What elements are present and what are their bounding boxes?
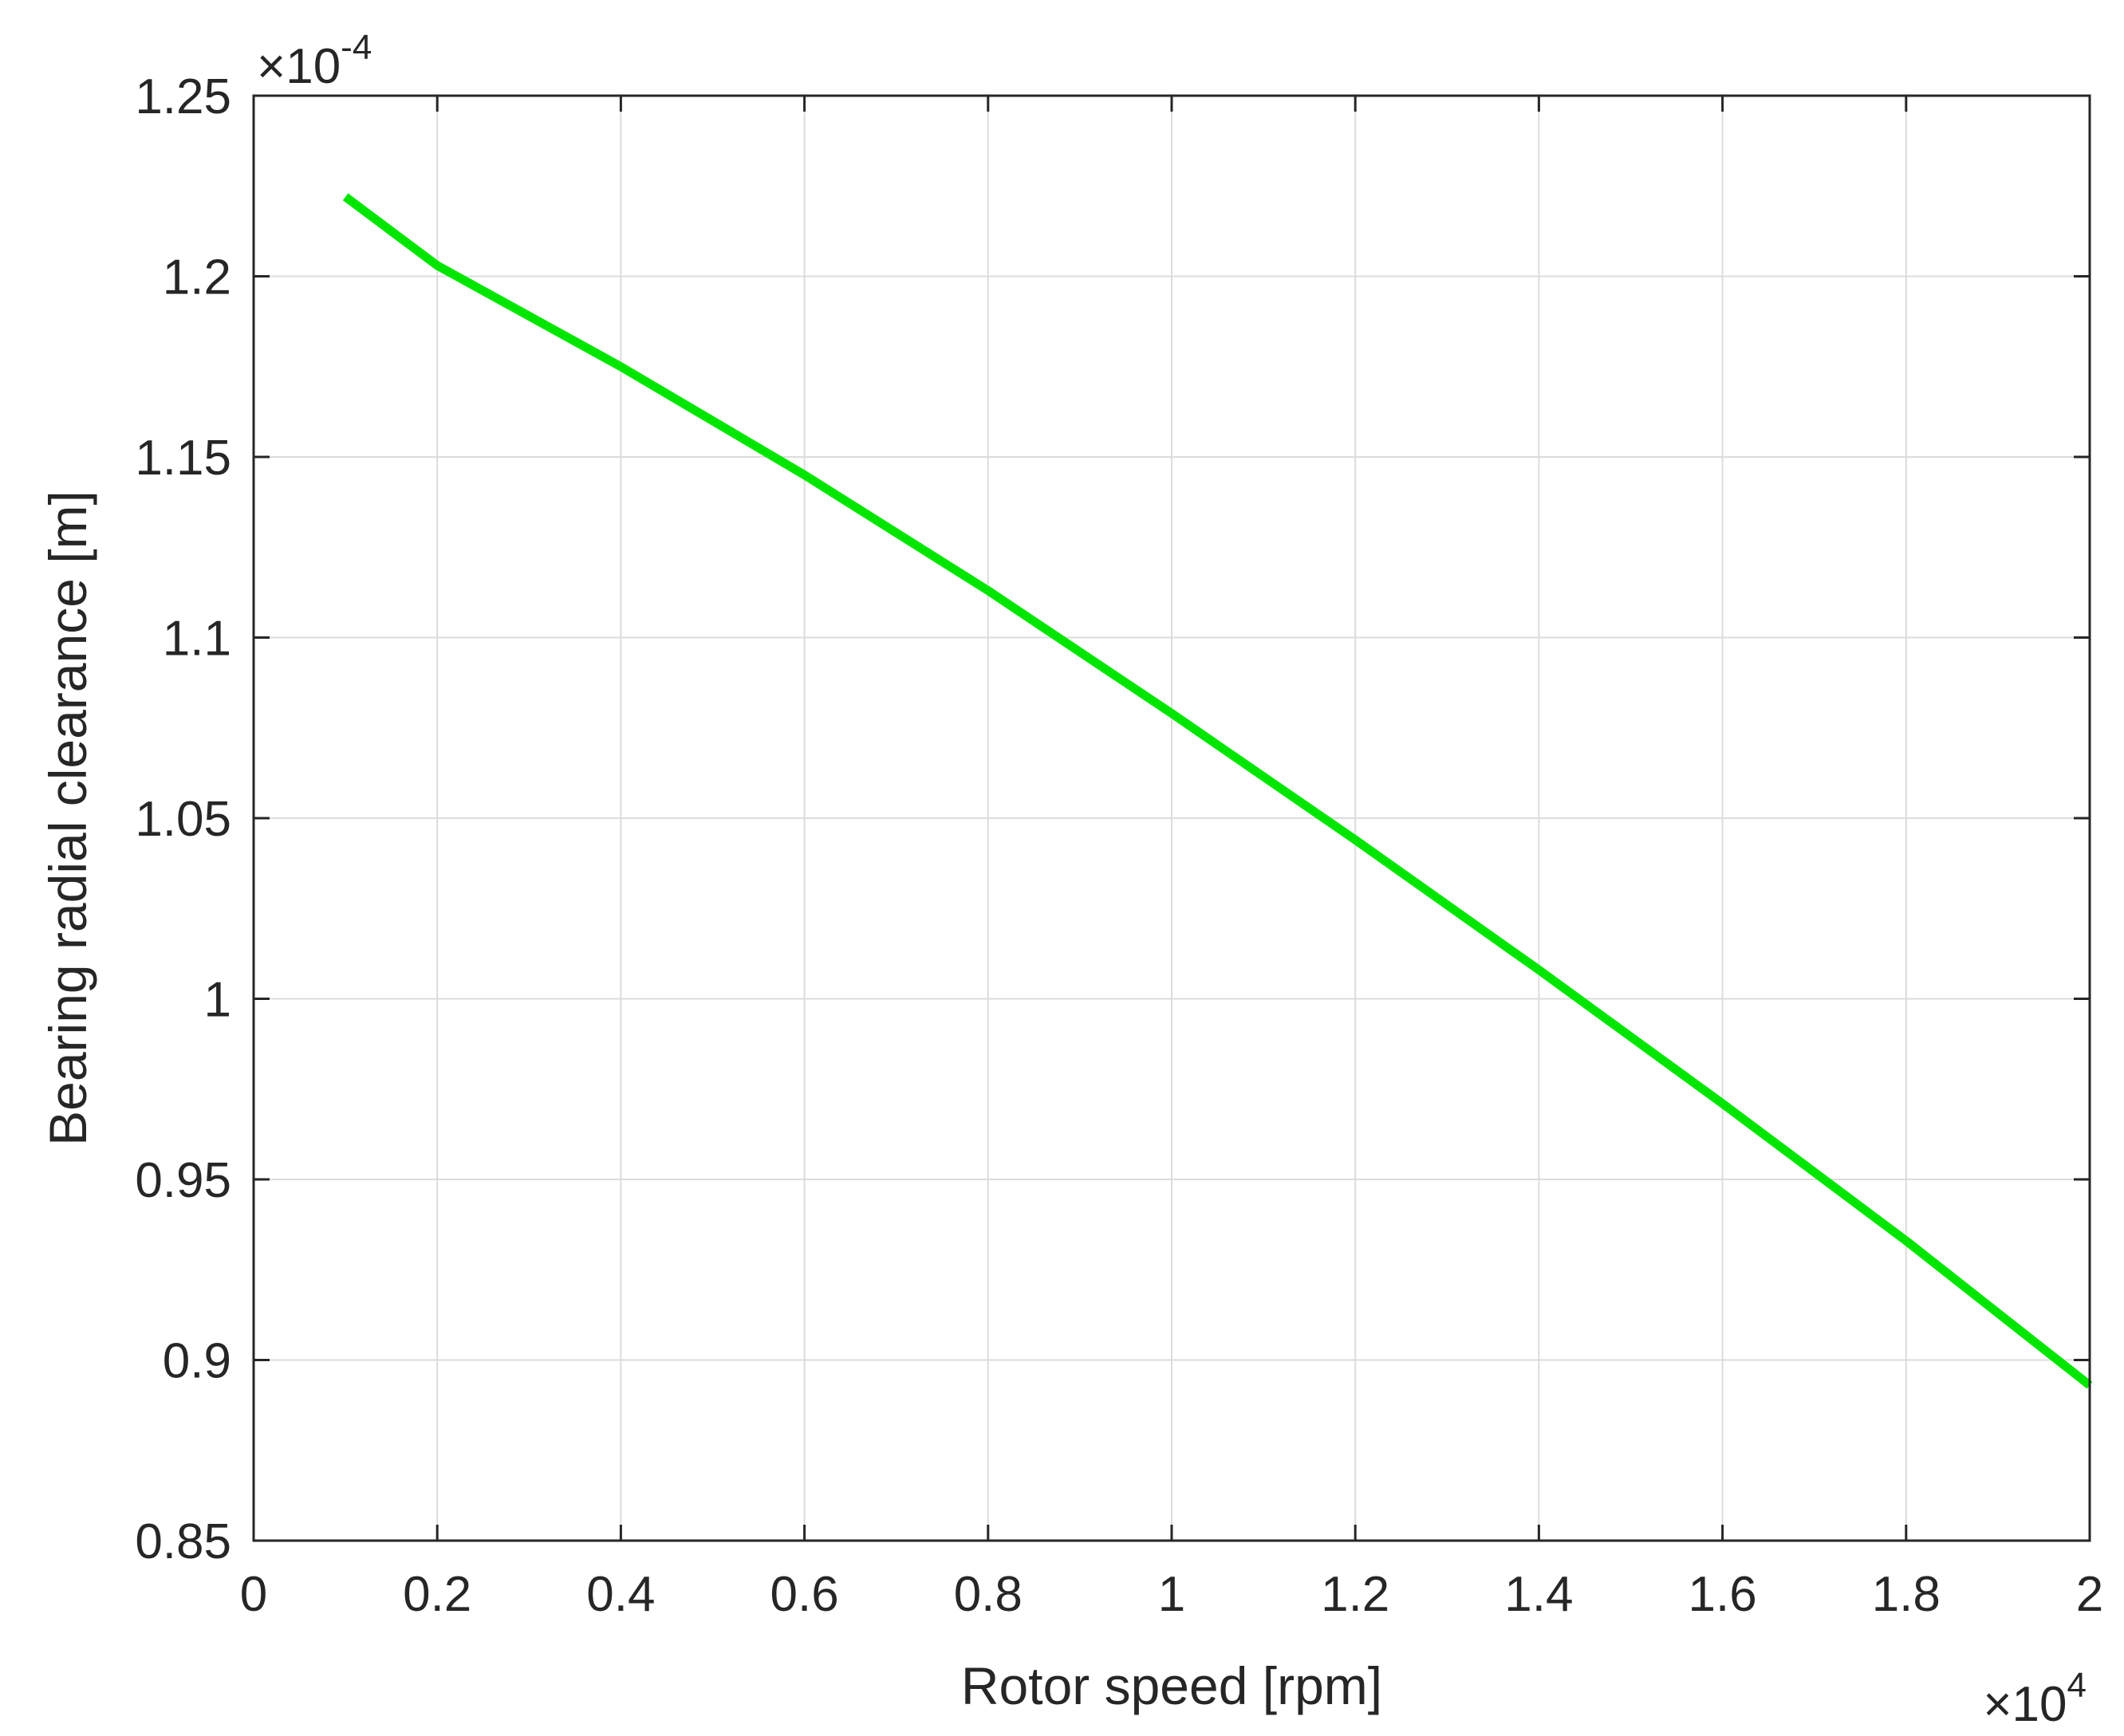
data-point	[1905, 1240, 1907, 1242]
tick-marks	[252, 94, 2091, 1542]
x-axis-exponent: ×104	[1983, 1666, 2087, 1732]
data-point	[1354, 839, 1356, 840]
data-point	[345, 196, 346, 198]
x-axis-tick-labels: 0 0.2 0.4 0.6 0.8 1 1.2 1.4 1.6 1.8 2	[240, 1567, 2103, 1622]
data-point	[1538, 969, 1539, 970]
y-tick-label: 1.2	[163, 250, 231, 305]
y-tick-label: 0.9	[163, 1334, 231, 1389]
y-axis-tick-labels: 0.85 0.9 0.95 1 1.05 1.1 1.15 1.2 1.25	[135, 69, 231, 1569]
x-tick-label: 1.2	[1321, 1567, 1389, 1622]
x-tick-label: 0.4	[586, 1567, 655, 1622]
x-tick-label: 1.8	[1872, 1567, 1941, 1622]
data-point	[1171, 713, 1172, 714]
x-tick-label: 1	[1158, 1567, 1185, 1622]
data-point	[987, 590, 989, 592]
y-axis-exponent: ×10-4	[257, 28, 372, 94]
data-point	[804, 474, 806, 476]
y-tick-label: 1.25	[135, 69, 231, 124]
x-tick-label: 2	[2076, 1567, 2103, 1622]
y-tick-label: 0.85	[135, 1514, 231, 1569]
y-tick-label: 1.05	[135, 792, 231, 847]
y-tick-label: 1.1	[163, 612, 231, 667]
data-point	[436, 265, 438, 266]
data-point	[1722, 1103, 1724, 1104]
series-layer	[342, 193, 2093, 1389]
data-point	[620, 366, 621, 368]
series-line	[342, 193, 2093, 1389]
x-tick-label: 0	[240, 1567, 267, 1622]
y-tick-label: 0.95	[135, 1153, 231, 1208]
x-axis-title: Rotor speed [rpm]	[961, 1656, 1382, 1715]
x-tick-label: 0.8	[954, 1567, 1023, 1622]
y-tick-label: 1	[204, 973, 231, 1028]
x-tick-label: 1.4	[1504, 1567, 1573, 1622]
y-axis-title: Bearing radial clearance [m]	[38, 490, 97, 1146]
x-tick-label: 0.2	[403, 1567, 471, 1622]
y-tick-label: 1.15	[135, 431, 231, 486]
x-tick-label: 0.6	[770, 1567, 838, 1622]
x-tick-label: 1.6	[1688, 1567, 1756, 1622]
